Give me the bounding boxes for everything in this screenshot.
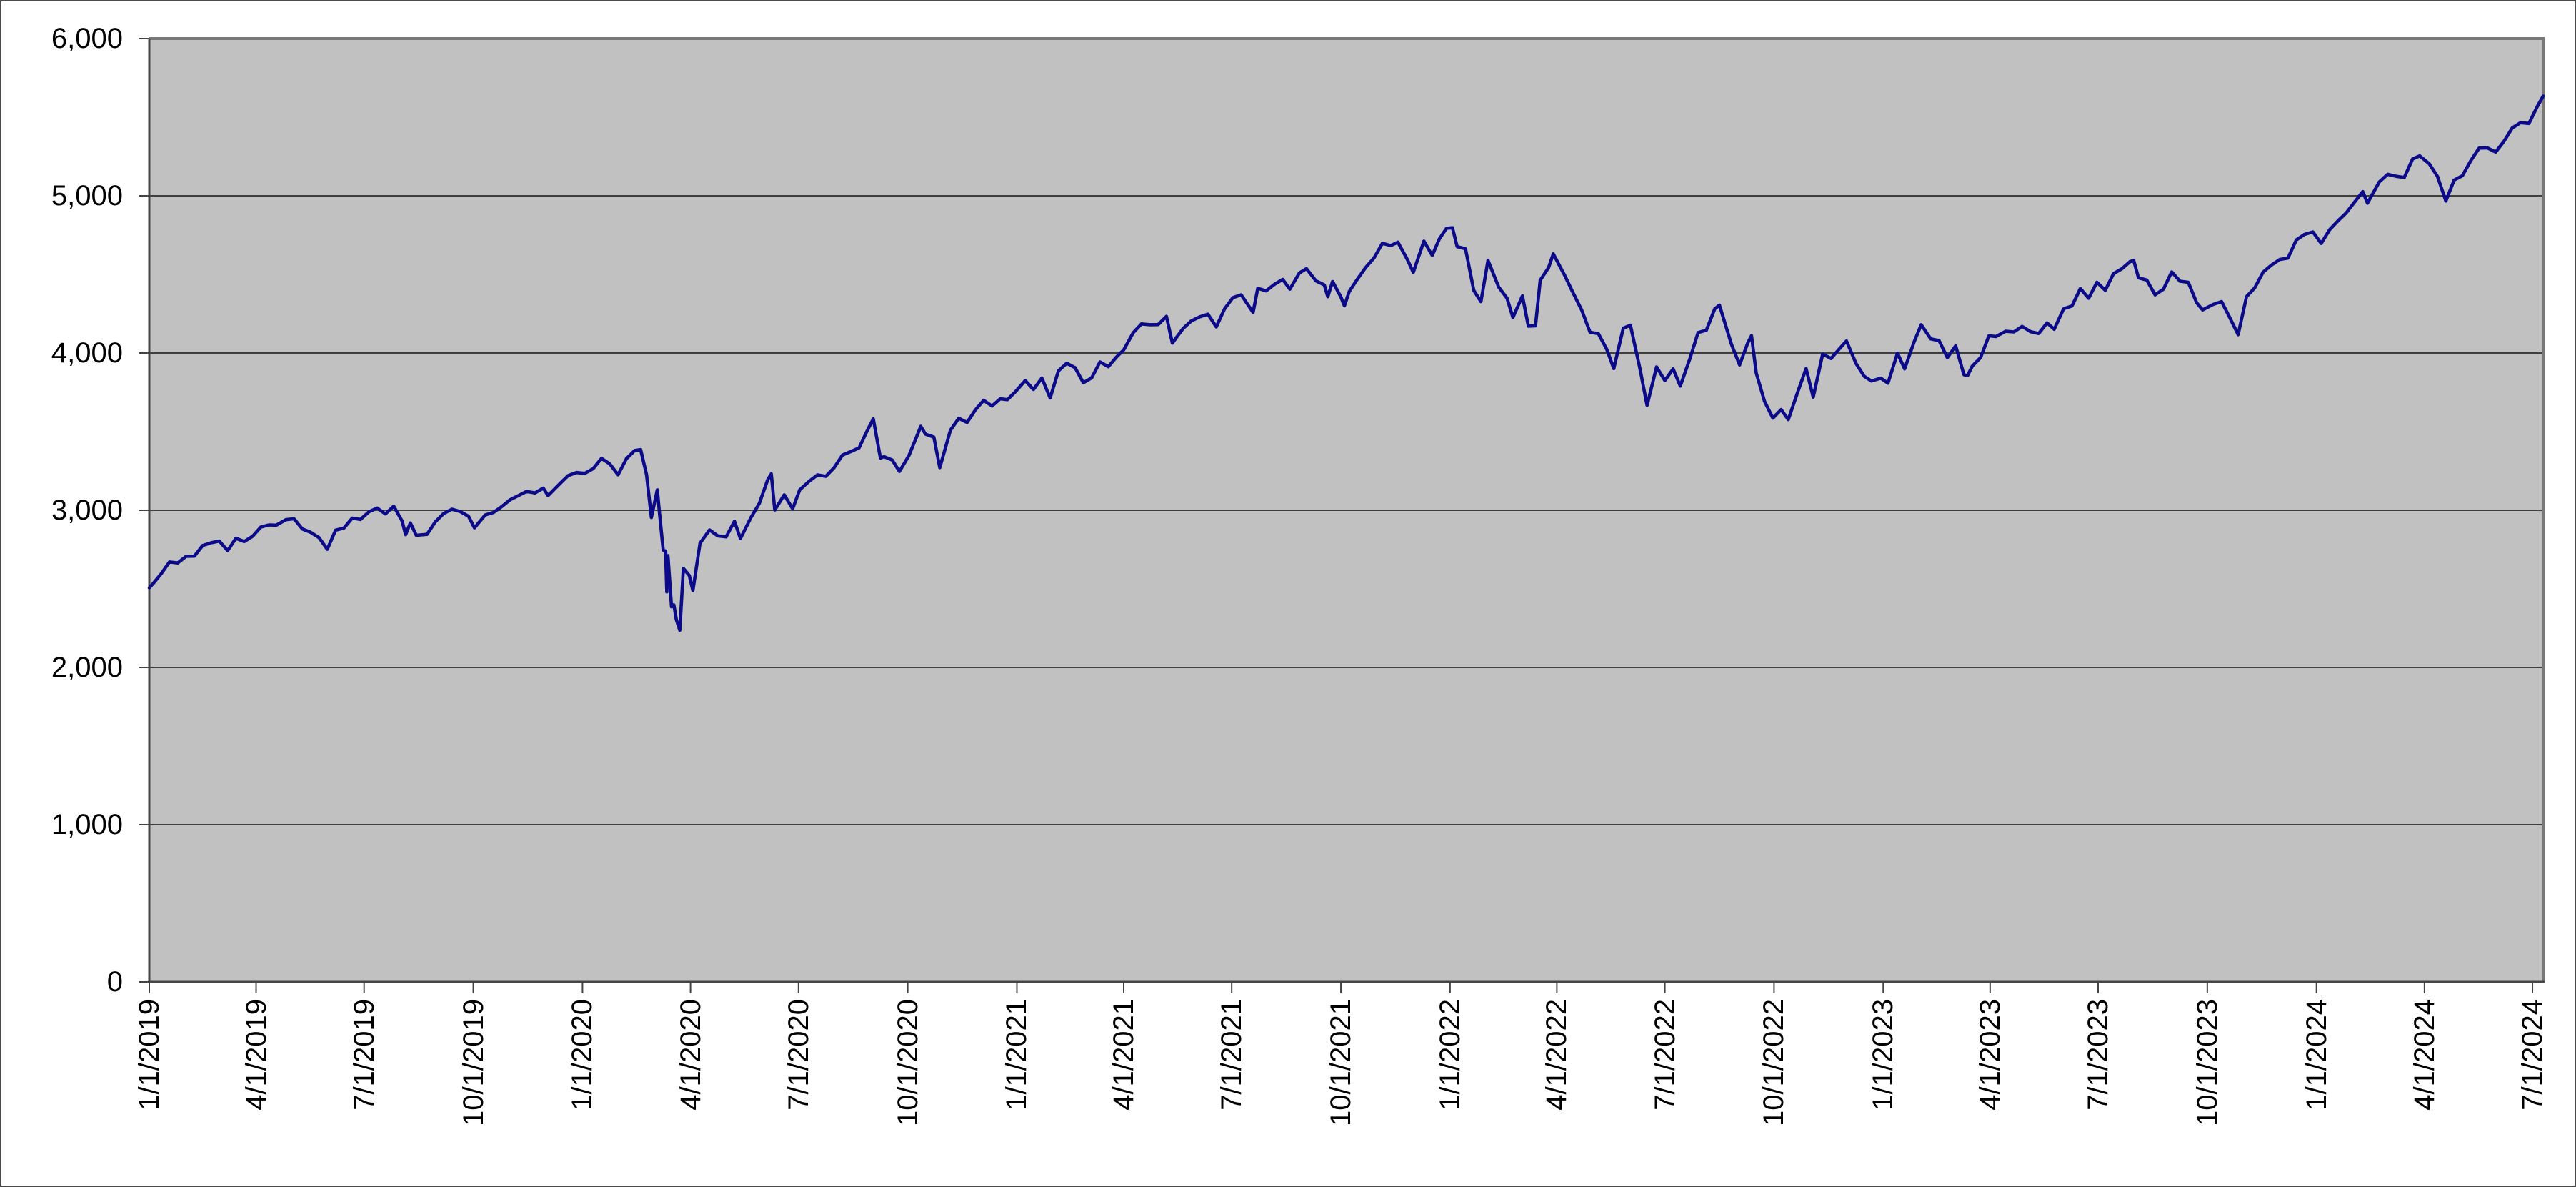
y-axis-tick-label: 3,000 xyxy=(51,495,123,526)
x-axis-tick-label: 1/1/2019 xyxy=(134,999,165,1111)
y-axis-tick-label: 0 xyxy=(106,966,123,998)
y-axis-tick-label: 4,000 xyxy=(51,337,123,369)
price-line-series xyxy=(147,94,2545,632)
x-axis-tick-label: 10/1/2022 xyxy=(1758,999,1790,1126)
x-axis-tick-label: 7/1/2023 xyxy=(2082,999,2114,1111)
x-axis-tick-label: 1/1/2022 xyxy=(1434,999,1466,1111)
x-axis-tick-label: 7/1/2019 xyxy=(348,999,380,1111)
x-axis-tick-label: 4/1/2020 xyxy=(674,999,707,1111)
x-axis-tick-label: 4/1/2019 xyxy=(240,999,272,1111)
x-axis-tick-label: 1/1/2020 xyxy=(566,999,599,1111)
y-axis-tick-label: 6,000 xyxy=(51,23,123,54)
x-axis-tick-label: 10/1/2019 xyxy=(457,999,489,1126)
y-axis-tick-label: 2,000 xyxy=(51,652,123,683)
x-axis-tick-label: 10/1/2020 xyxy=(892,999,924,1126)
x-axis-tick-label: 10/1/2023 xyxy=(2191,999,2223,1126)
x-axis-tick-label: 10/1/2021 xyxy=(1325,999,1357,1126)
x-axis-tick-label: 7/1/2022 xyxy=(1649,999,1681,1111)
x-axis-tick-label: 7/1/2024 xyxy=(2517,999,2549,1111)
x-axis-tick-label: 1/1/2023 xyxy=(1867,999,1899,1111)
x-axis-tick-label: 4/1/2024 xyxy=(2408,999,2440,1111)
x-axis-tick-label: 4/1/2022 xyxy=(1541,999,1573,1111)
x-axis-tick-label: 1/1/2024 xyxy=(2300,999,2332,1111)
x-axis-tick-label: 7/1/2020 xyxy=(782,999,814,1111)
x-axis-tick-label: 4/1/2021 xyxy=(1107,999,1139,1111)
y-axis-tick-label: 1,000 xyxy=(51,809,123,840)
y-axis-tick-label: 5,000 xyxy=(51,180,123,212)
x-axis-tick-label: 1/1/2021 xyxy=(1001,999,1033,1111)
x-axis-tick-label: 7/1/2021 xyxy=(1216,999,1248,1111)
x-axis-tick-label: 4/1/2023 xyxy=(1974,999,2006,1111)
